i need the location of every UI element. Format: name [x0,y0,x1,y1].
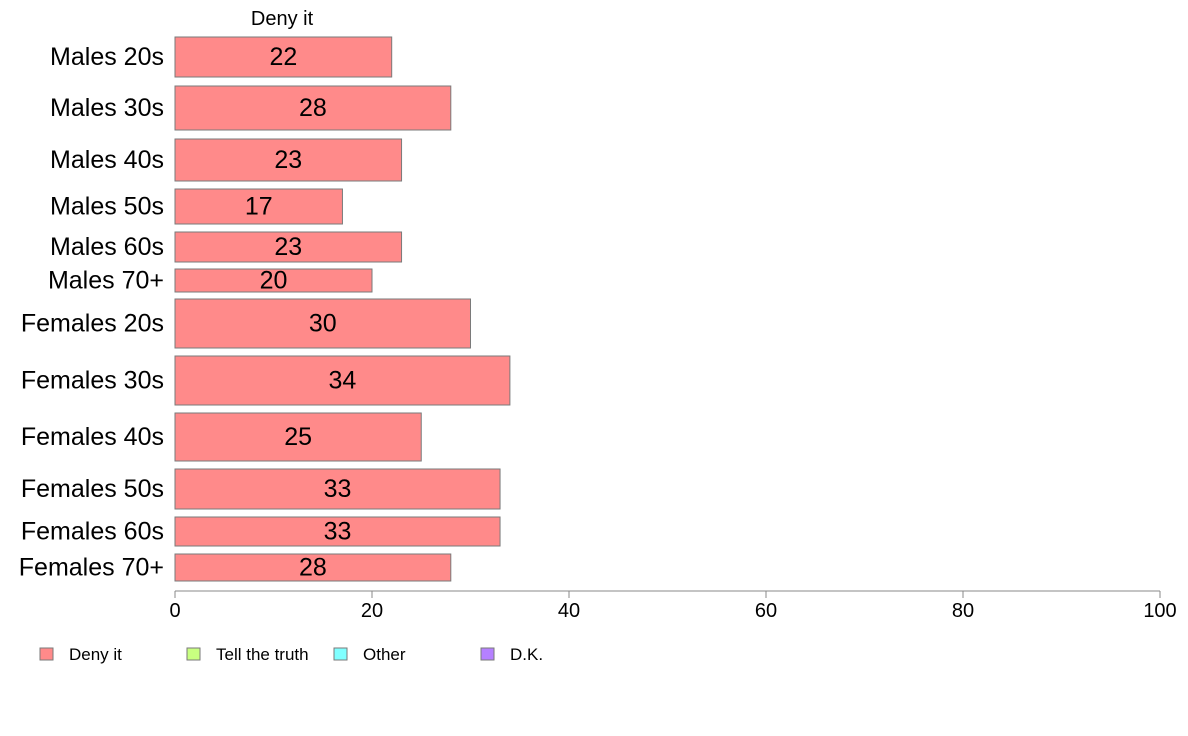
value-label: 28 [299,554,327,582]
bar [174,412,422,462]
legend-label: Tell the truth [216,645,309,664]
value-label: 23 [274,233,302,261]
x-tick-label: 60 [755,600,777,622]
value-label: 20 [260,267,288,295]
value-label: 28 [299,94,327,122]
bar [174,36,393,78]
x-tick-label: 80 [952,600,974,622]
value-label: 33 [324,475,352,503]
category-label: Females 30s [21,367,164,395]
category-label: Females 20s [21,310,164,338]
category-label: Females 70+ [19,554,164,582]
bar [174,553,452,582]
category-label: Males 70+ [48,267,164,295]
category-label: Males 40s [50,146,164,174]
legend-swatch [186,647,201,661]
value-label: 30 [309,310,337,338]
category-label: Females 40s [21,423,164,451]
legend-label: Deny it [69,645,122,664]
legend-label: D.K. [510,645,543,664]
bar [174,85,452,131]
value-label: 23 [274,146,302,174]
bar [174,516,501,547]
legend: Deny it Tell the truth Other D.K. [39,645,543,664]
category-label: Males 20s [50,43,164,71]
x-axis: 0 20 40 60 80 100 [169,590,1177,622]
value-label: 25 [284,423,312,451]
bar [174,138,403,182]
bar [174,355,511,406]
legend-swatch [480,647,495,661]
x-tick-label: 100 [1143,600,1176,622]
bars-group: Males 20s 22 Males 30s 28 Males 40s 23 Males 5… [19,36,511,582]
legend-swatch [39,647,54,661]
series-title: Deny it [251,8,314,30]
category-label: Males 50s [50,193,164,221]
x-tick-label: 0 [169,600,180,622]
bar [174,268,373,293]
bar [174,298,471,349]
x-tick-label: 40 [558,600,580,622]
bar [174,188,343,225]
category-label: Males 30s [50,94,164,122]
legend-label: Other [363,645,406,664]
category-label: Females 50s [21,475,164,503]
value-label: 34 [329,367,357,395]
value-label: 33 [324,518,352,546]
legend-swatch [333,647,348,661]
bar [174,468,501,510]
category-label: Females 60s [21,518,164,546]
category-label: Males 60s [50,233,164,261]
value-label: 22 [269,43,297,71]
bar [174,231,403,263]
value-label: 17 [245,193,273,221]
x-tick-label: 20 [361,600,383,622]
